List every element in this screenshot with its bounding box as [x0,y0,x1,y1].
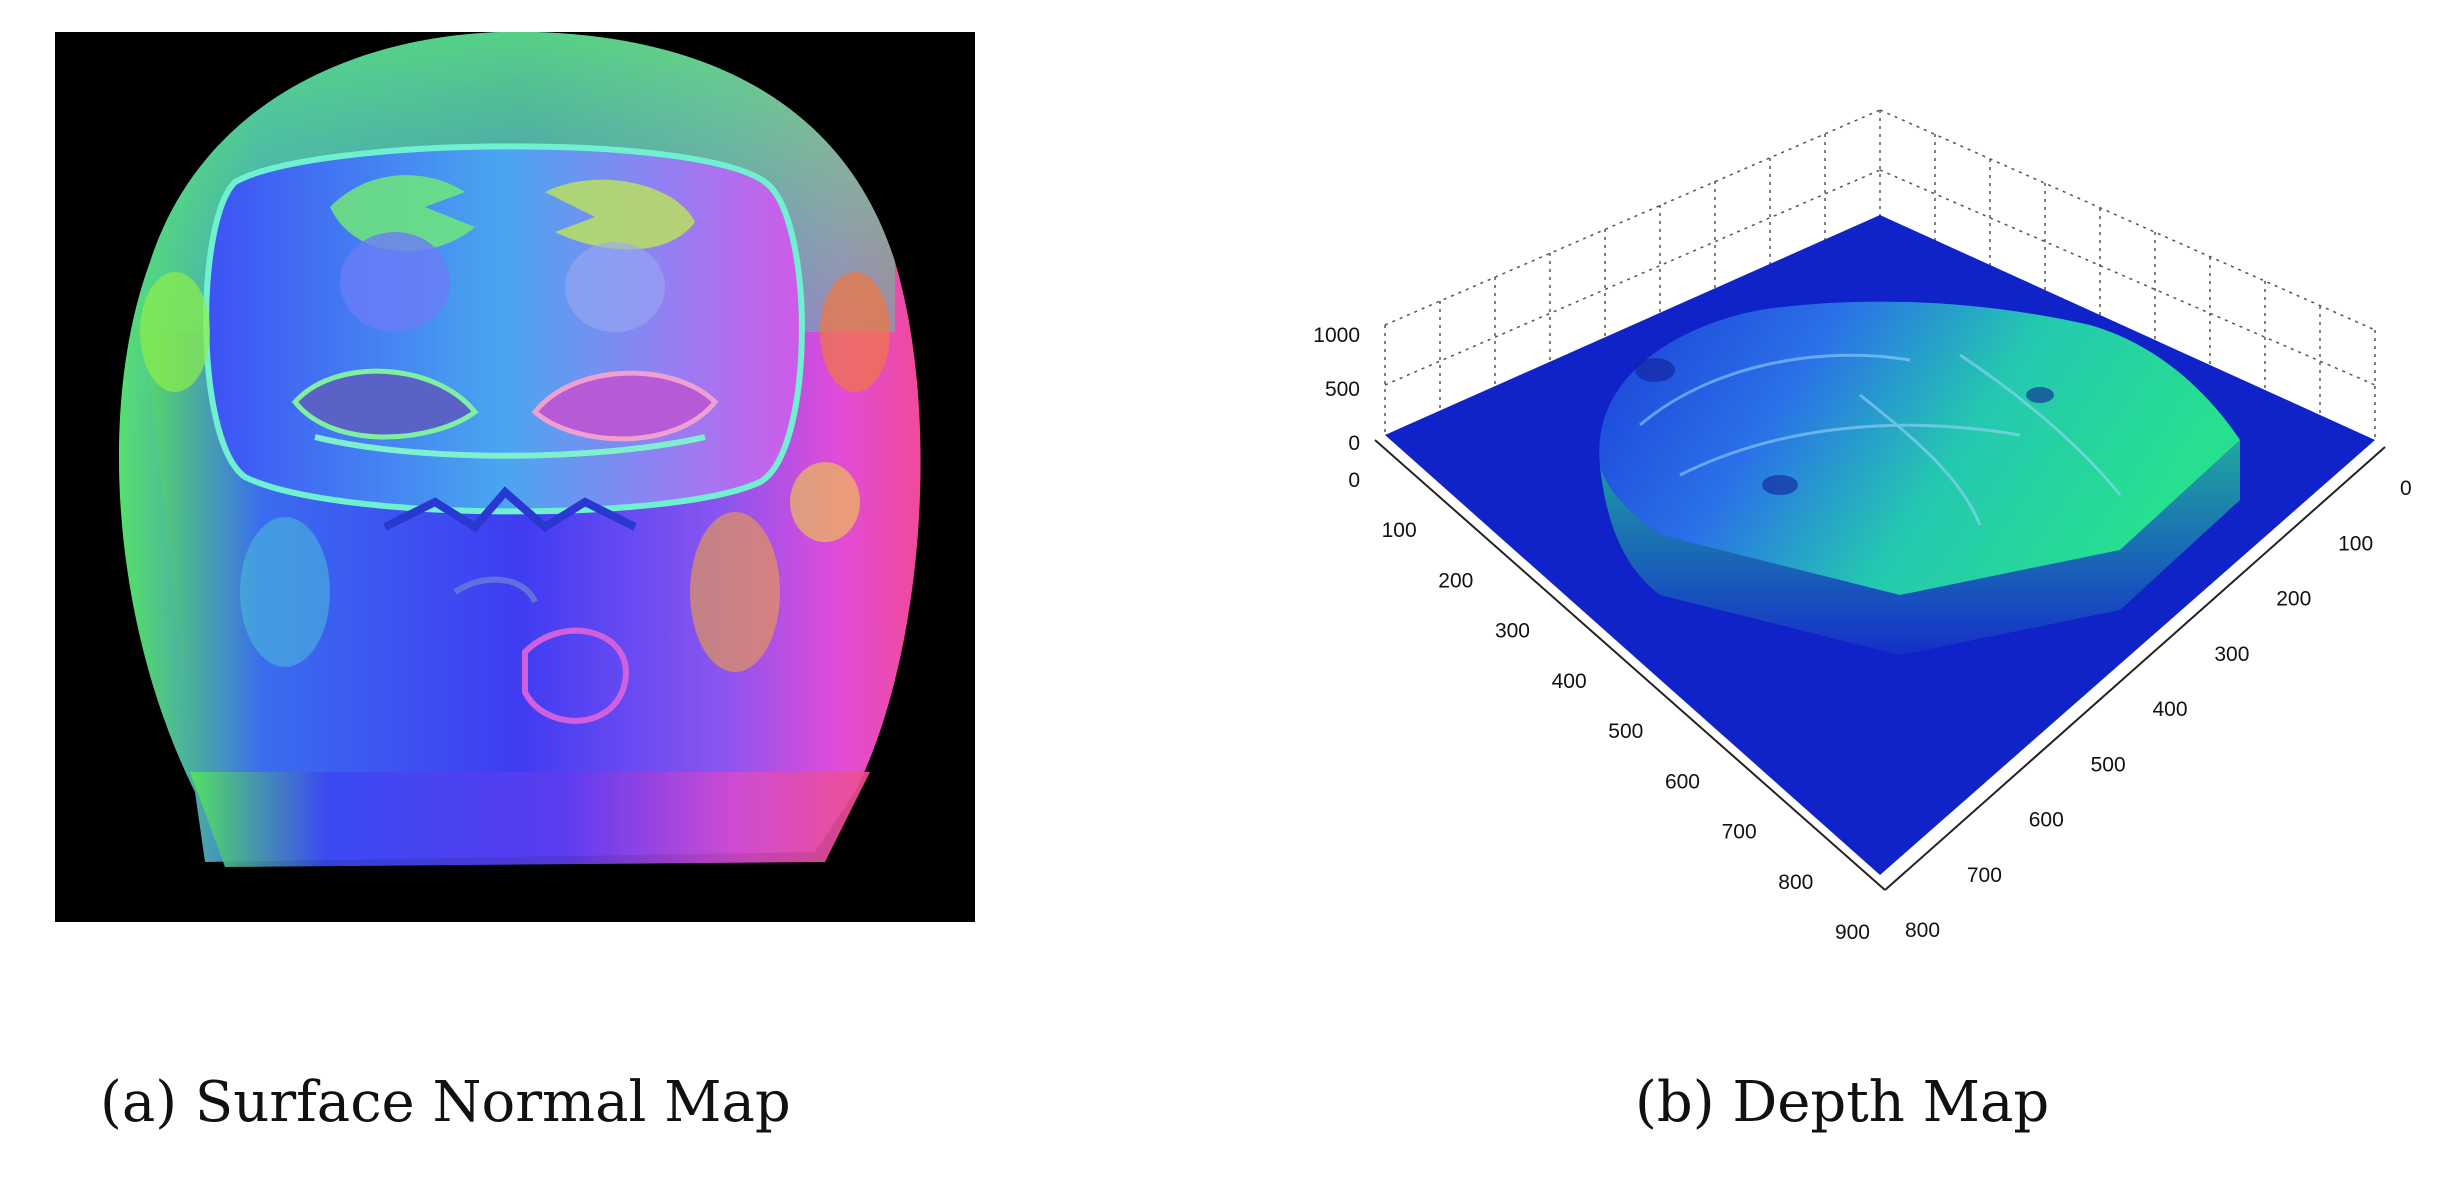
x-tick-label: 700 [1967,864,2002,887]
z-axis-ticks: 0 500 1000 [1313,324,1360,455]
x-tick-label: 200 [2276,588,2311,611]
x-tick-label: 300 [2214,643,2249,666]
y-tick-label: 200 [1438,569,1473,592]
daruma-normal-map [118,32,921,867]
y-axis-ticks: 0 100 200 300 400 500 600 700 800 900 [1348,469,1870,944]
x-tick-label: 0 [2400,477,2412,500]
z-tick-label: 1000 [1313,324,1360,347]
y-tick-label: 0 [1348,469,1360,492]
y-tick-label: 900 [1835,921,1870,944]
depth-surface-top [1599,301,2240,595]
x-axis-ticks: 0 100 200 300 400 500 600 700 800 [1905,477,2412,942]
y-tick-label: 800 [1778,871,1813,894]
z-tick-label: 500 [1325,378,1360,401]
surface-normal-map-image [55,32,975,922]
y-tick-label: 600 [1665,770,1700,793]
x-tick-label: 400 [2153,698,2188,721]
caption-surface-normal-map: (a) Surface Normal Map [100,1070,791,1135]
depth-map-3d-axes: 0 500 1000 0 100 200 300 400 500 600 700 800 900 0 1… [1313,109,2412,944]
axis-lines [1374,439,2386,891]
z-tick-label: 0 [1348,432,1360,455]
y-tick-label: 100 [1382,519,1417,542]
caption-depth-map: (b) Depth Map [1635,1070,2050,1135]
x-tick-label: 100 [2338,532,2373,555]
x-tick-label: 800 [1905,919,1940,942]
depth-map-plot: 0 500 1000 0 100 200 300 400 500 600 700 800 900 0 1… [1260,95,2420,965]
y-tick-label: 700 [1722,821,1757,844]
y-tick-label: 300 [1495,620,1530,643]
axis-box-grid [1384,109,2376,440]
depth-surface-wall [1600,440,2240,655]
y-tick-label: 500 [1608,720,1643,743]
x-tick-label: 500 [2091,753,2126,776]
x-tick-label: 600 [2029,809,2064,832]
y-tick-label: 400 [1552,670,1587,693]
